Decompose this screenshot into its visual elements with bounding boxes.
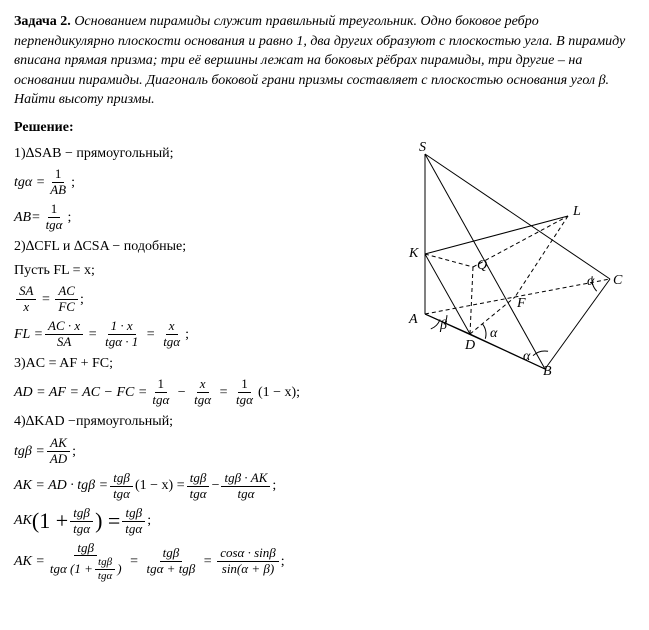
fraction: x tgα (160, 319, 183, 350)
fraction: tgβ tgα (187, 471, 210, 502)
label-S: S (419, 138, 426, 158)
fraction: tgβ tgα (95, 556, 115, 582)
solution-title: Решение: (14, 118, 635, 138)
step-4a: tgβ = AK AD ; (14, 436, 634, 467)
fraction: tgβ tgα (70, 506, 93, 537)
step-2: 2)∆CFL и ∆CSA − подобные; (14, 237, 404, 257)
step-3a: AD = AF = AC − FC = 1 tgα − x tgα = 1 tg… (14, 377, 634, 408)
label-L: L (573, 202, 581, 222)
problem-statement: Задача 2. Основанием пирамиды служит пра… (14, 12, 635, 110)
step-1a: tgα = 1 AB ; (14, 167, 404, 198)
label-K: K (409, 244, 418, 264)
label-Q: Q (477, 256, 487, 276)
problem-text: Основанием пирамиды служит правильный тр… (14, 14, 625, 107)
fraction: x tgα (191, 377, 214, 408)
fraction: tgβ tgα (122, 506, 145, 537)
solution-body: 1)∆SAB − прямоугольный; tgα = 1 AB ; AB=… (14, 144, 635, 583)
step-4: 4)∆KAD −прямоугольный; (14, 412, 634, 432)
fraction: tgβ tgα + tgβ (143, 546, 198, 577)
label-alpha: α (523, 347, 530, 367)
fraction: SA x (16, 284, 36, 315)
fraction: 1 tgα (149, 377, 172, 408)
fraction: 1 AB (47, 167, 69, 198)
step-2b: SA x = AC FC ; (14, 284, 404, 315)
label-A: A (409, 310, 418, 330)
label-B: B (543, 362, 552, 382)
step-2c: FL = AC · x SA = 1 · x tgα · 1 = x tgα ; (14, 319, 404, 350)
label-F: F (517, 294, 526, 314)
step-4c: AK (1 + tgβ tgα ) = tgβ tgα ; (14, 506, 634, 537)
label-alpha: α (490, 324, 497, 344)
problem-label: Задача 2. (14, 14, 71, 29)
fraction: tgβ tgα (110, 471, 133, 502)
step-1: 1)∆SAB − прямоугольный; (14, 144, 404, 164)
diagram-svg (395, 144, 625, 374)
label-D: D (465, 336, 475, 356)
fraction: AK AD (47, 436, 70, 467)
fraction: 1 · x tgα · 1 (102, 319, 141, 350)
step-2a: Пусть FL = x; (14, 261, 404, 281)
fraction: tgβ · AK tgα (221, 471, 270, 502)
fraction: tgβ tgα (1 + tgβ tgα ) (47, 541, 125, 583)
fraction: 1 tgα (233, 377, 256, 408)
fraction: cosα · sinβ sin(α + β) (217, 546, 279, 577)
label-beta: β (440, 316, 447, 336)
geometry-diagram: S L K Q C A F D B α α α β (395, 144, 625, 374)
fraction: AC FC (55, 284, 78, 315)
label-C: C (613, 271, 622, 291)
step-4b: AK = AD · tgβ = tgβ tgα (1 − x) = tgβ tg… (14, 471, 634, 502)
step-4d: AK = tgβ tgα (1 + tgβ tgα ) = tgβ tgα + … (14, 541, 634, 583)
step-1b: AB= 1 tgα ; (14, 202, 404, 233)
label-alpha: α (587, 272, 594, 292)
fraction: 1 tgα (43, 202, 66, 233)
fraction: AC · x SA (45, 319, 83, 350)
